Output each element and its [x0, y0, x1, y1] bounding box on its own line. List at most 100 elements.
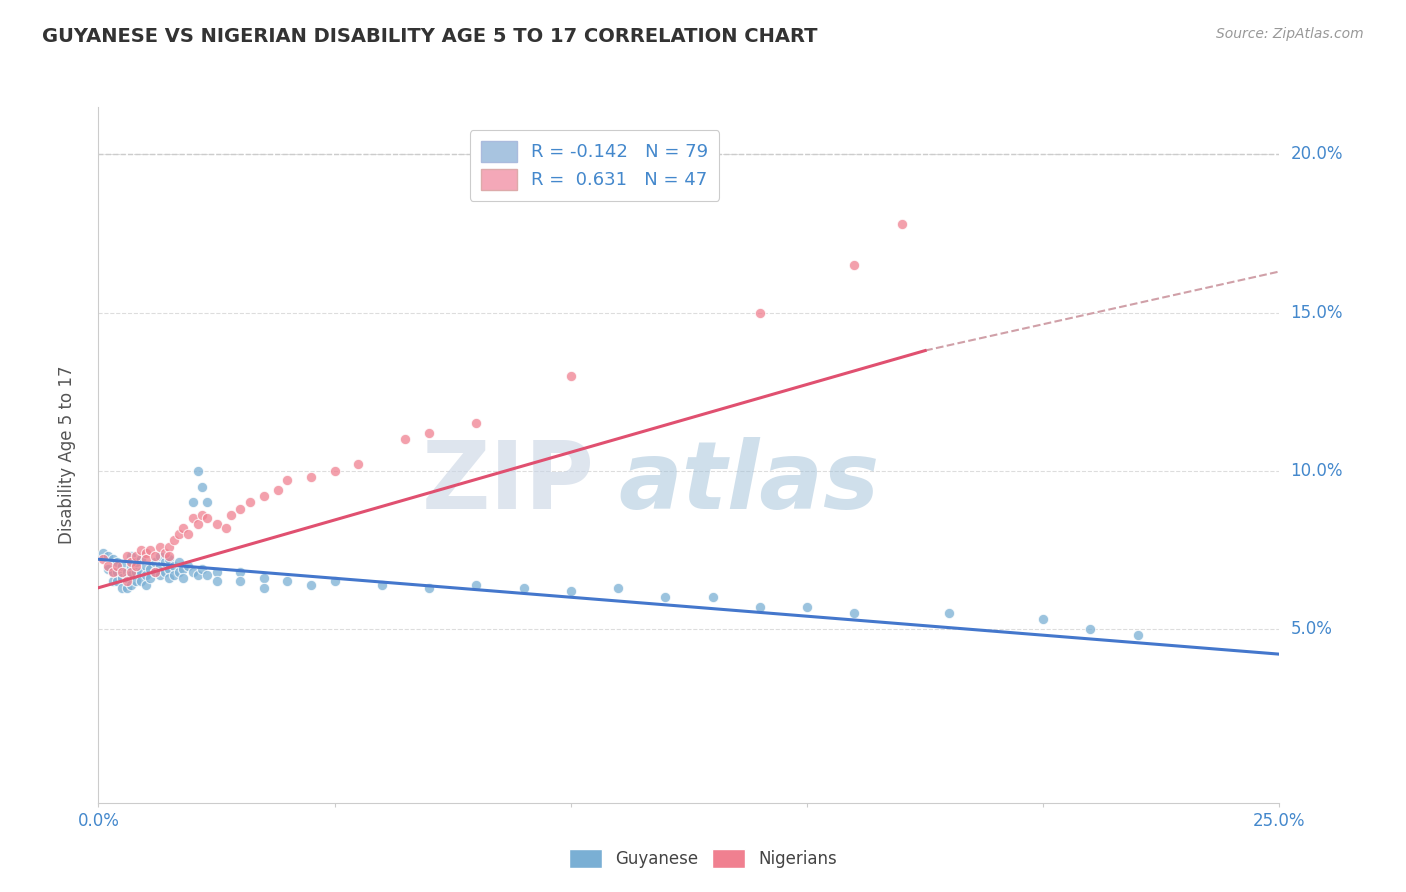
- Point: [205, 574, 228, 589]
- Point: [157, 562, 180, 576]
- Point: [512, 581, 534, 595]
- Y-axis label: Disability Age 5 to 17: Disability Age 5 to 17: [58, 366, 76, 544]
- Point: [139, 562, 162, 576]
- Point: [149, 558, 172, 573]
- Point: [253, 581, 276, 595]
- Point: [105, 574, 128, 589]
- Point: [135, 552, 157, 566]
- Point: [323, 464, 346, 478]
- Point: [153, 565, 176, 579]
- Point: [191, 562, 214, 576]
- Point: [121, 565, 143, 579]
- Point: [121, 568, 143, 582]
- Point: [163, 533, 186, 548]
- Point: [181, 565, 204, 579]
- Point: [97, 562, 120, 576]
- Point: [702, 591, 724, 605]
- Point: [187, 568, 209, 582]
- Point: [172, 521, 194, 535]
- Point: [111, 571, 134, 585]
- Point: [229, 501, 252, 516]
- Point: [115, 581, 138, 595]
- Point: [149, 568, 172, 582]
- Point: [143, 549, 166, 563]
- Text: ZIP: ZIP: [422, 437, 595, 529]
- Point: [101, 552, 124, 566]
- Point: [239, 495, 262, 509]
- Point: [153, 546, 176, 560]
- Point: [191, 479, 214, 493]
- Point: [135, 546, 157, 560]
- Point: [111, 558, 134, 573]
- Point: [1080, 622, 1102, 636]
- Point: [163, 568, 186, 582]
- Point: [607, 581, 630, 595]
- Text: atlas: atlas: [619, 437, 879, 529]
- Point: [105, 558, 128, 573]
- Point: [97, 549, 120, 563]
- Point: [177, 558, 200, 573]
- Point: [276, 473, 298, 487]
- Point: [195, 511, 218, 525]
- Point: [105, 556, 128, 570]
- Point: [167, 527, 190, 541]
- Point: [205, 517, 228, 532]
- Point: [796, 599, 818, 614]
- Point: [229, 574, 252, 589]
- Point: [111, 565, 134, 579]
- Point: [167, 556, 190, 570]
- Point: [253, 489, 276, 503]
- Point: [121, 556, 143, 570]
- Point: [205, 565, 228, 579]
- Point: [129, 574, 152, 589]
- Point: [195, 568, 218, 582]
- Point: [149, 540, 172, 554]
- Point: [125, 565, 148, 579]
- Point: [121, 558, 143, 573]
- Point: [181, 511, 204, 525]
- Point: [560, 368, 582, 383]
- Text: 5.0%: 5.0%: [1291, 620, 1333, 638]
- Point: [111, 581, 134, 595]
- Point: [135, 577, 157, 591]
- Point: [101, 565, 124, 579]
- Point: [267, 483, 290, 497]
- Point: [97, 558, 120, 573]
- Point: [253, 571, 276, 585]
- Point: [418, 425, 440, 440]
- Point: [215, 521, 238, 535]
- Point: [125, 549, 148, 563]
- Point: [938, 606, 960, 620]
- Text: 15.0%: 15.0%: [1291, 303, 1343, 322]
- Point: [187, 464, 209, 478]
- Point: [323, 574, 346, 589]
- Point: [1126, 628, 1149, 642]
- Point: [465, 417, 488, 431]
- Point: [163, 558, 186, 573]
- Point: [121, 549, 143, 563]
- Point: [91, 552, 114, 566]
- Point: [191, 508, 214, 522]
- Point: [371, 577, 394, 591]
- Point: [149, 549, 172, 563]
- Point: [125, 558, 148, 573]
- Legend: Guyanese, Nigerians: Guyanese, Nigerians: [562, 842, 844, 875]
- Point: [560, 583, 582, 598]
- Point: [299, 577, 322, 591]
- Point: [125, 574, 148, 589]
- Point: [115, 549, 138, 563]
- Point: [135, 558, 157, 573]
- Point: [347, 458, 370, 472]
- Point: [101, 565, 124, 579]
- Point: [1032, 612, 1054, 626]
- Point: [139, 571, 162, 585]
- Point: [748, 599, 770, 614]
- Point: [115, 571, 138, 585]
- Point: [129, 552, 152, 566]
- Point: [115, 565, 138, 579]
- Point: [465, 577, 488, 591]
- Point: [195, 495, 218, 509]
- Point: [299, 470, 322, 484]
- Point: [177, 527, 200, 541]
- Point: [125, 556, 148, 570]
